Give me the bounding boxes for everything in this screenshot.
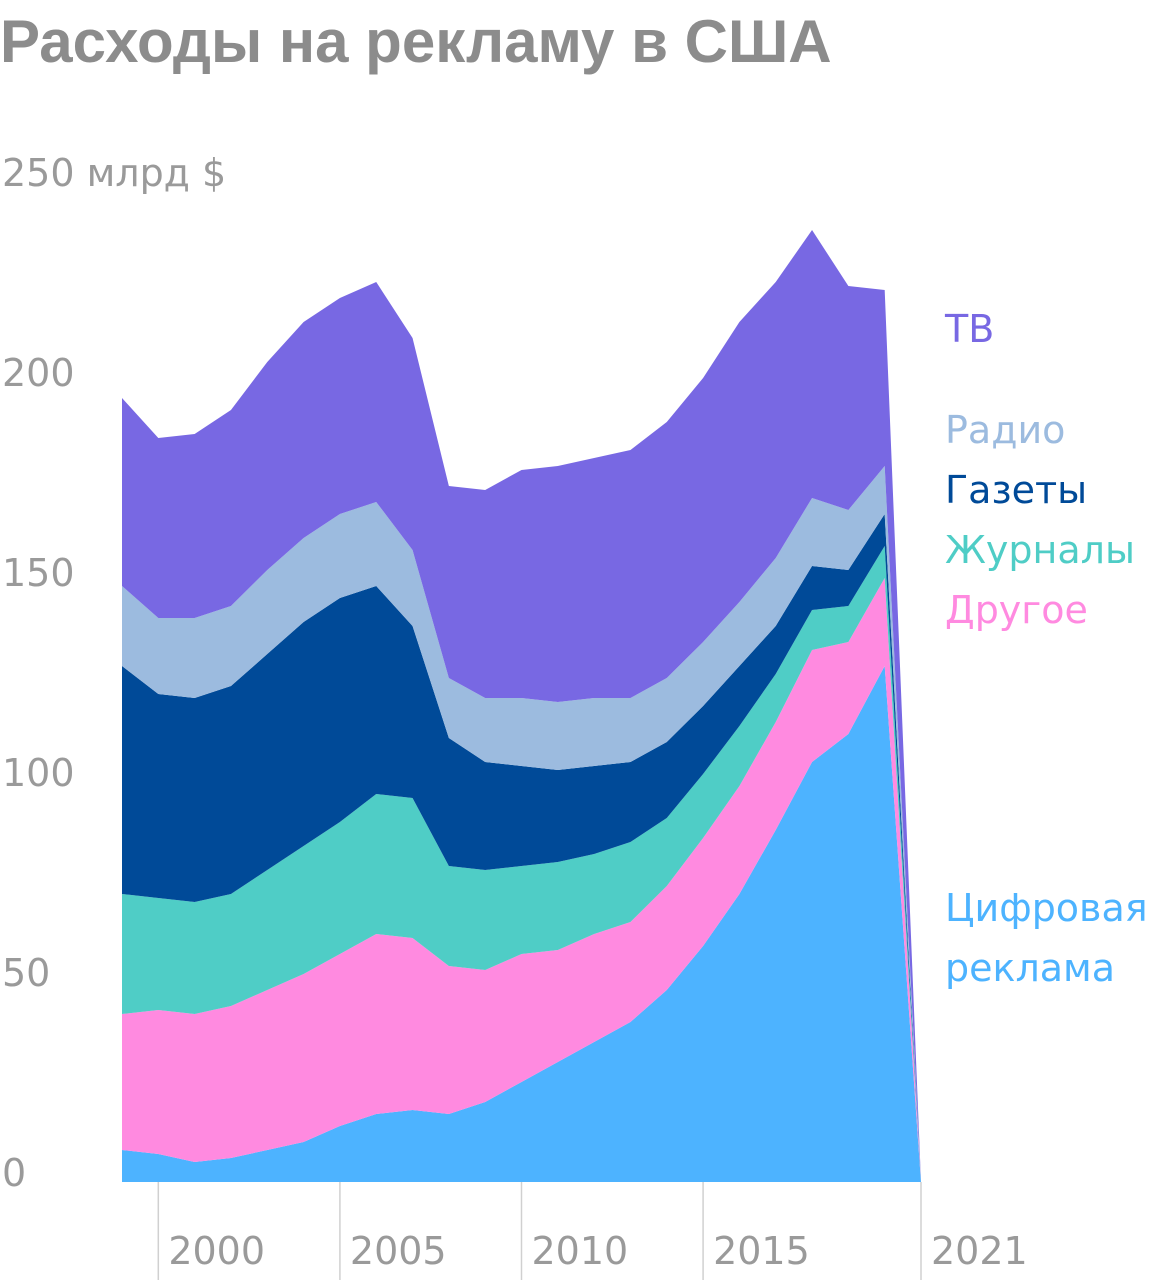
area-series-6 [122, 230, 921, 1182]
area-series-2 [122, 578, 921, 1182]
y-tick-label: 50 [2, 951, 50, 995]
legend-label: Журналы [945, 528, 1135, 572]
x-tick-label: 2005 [350, 1229, 447, 1273]
area-series-group [122, 230, 921, 1182]
y-axis-unit-label: 250 млрд $ [2, 151, 226, 195]
y-tick-label: 100 [2, 751, 75, 795]
legend-label: Радио [945, 408, 1065, 452]
y-tick-label: 0 [2, 1151, 26, 1195]
legend-label: Газеты [945, 468, 1087, 512]
chart-title: Расходы на рекламу в США [0, 8, 832, 75]
area-series-1 [122, 666, 921, 1182]
x-tick-label: 2021 [931, 1229, 1028, 1273]
legend-label: Цифровая [945, 886, 1148, 930]
area-series-4 [122, 514, 921, 1182]
y-axis: 0 50 100 150 200 250 млрд $ [2, 151, 226, 1195]
y-tick-label: 200 [2, 351, 75, 395]
y-tick-label: 150 [2, 551, 75, 595]
x-axis: 2000 2005 2010 2015 2021 [157, 1182, 1028, 1280]
legend-label: реклама [945, 946, 1115, 990]
area-series-3 [122, 546, 921, 1182]
x-tick-label: 2000 [168, 1229, 265, 1273]
x-tick-label: 2010 [532, 1229, 629, 1273]
area-series-5 [122, 466, 921, 1182]
legend: ТВ Радио Газеты Журналы Другое Цифровая реклам… [944, 307, 1148, 990]
legend-label: ТВ [944, 307, 994, 351]
x-tick-label: 2015 [713, 1229, 810, 1273]
legend-label: Другое [945, 588, 1088, 632]
